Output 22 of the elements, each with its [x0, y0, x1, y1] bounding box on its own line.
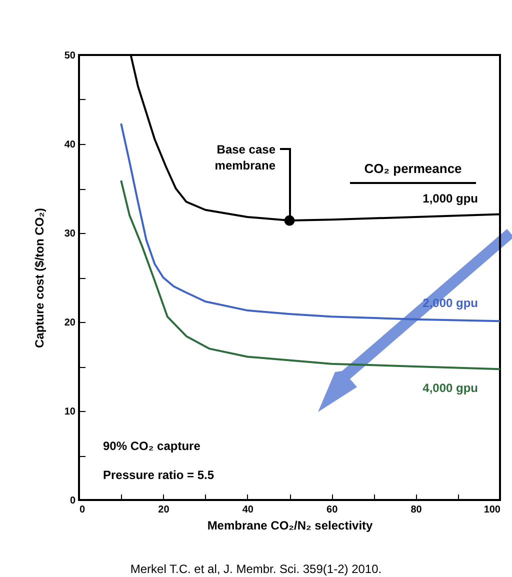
line-series: [120, 179, 500, 370]
y-tick-label: 30: [64, 228, 76, 240]
y-tick-label: 40: [64, 140, 76, 150]
annotation: Base case membrane: [214, 142, 276, 173]
series-label: 1,000 gpu: [422, 191, 478, 206]
x-tick-label: 100: [484, 504, 501, 516]
y-tick-label: 10: [64, 406, 76, 418]
y-tick-label: 0: [70, 496, 76, 506]
x-tick-label: 40: [242, 504, 254, 516]
annotation: Pressure ratio = 5.5: [103, 468, 214, 482]
y-tick-label: 50: [64, 50, 76, 62]
text: Merkel T.C. et al, J. Membr. Sci. 359(1-2) 2010.: [130, 562, 382, 576]
x-tick-label: 60: [326, 504, 338, 516]
x-axis-title: Membrane CO₂/N₂ selectivity: [207, 518, 374, 532]
x-tick-label: 80: [410, 504, 422, 516]
y-axis-title: Capture cost ($/ton CO₂): [32, 208, 46, 348]
x-tick-label: 20: [158, 504, 170, 516]
y-tick-label: 20: [64, 318, 76, 328]
annotation: 90% CO₂ capture: [103, 439, 201, 453]
legend-title: CO₂ permeance: [364, 161, 462, 176]
series-label: 4,000 gpu: [422, 381, 478, 396]
x-tick-label: 0: [80, 504, 86, 516]
